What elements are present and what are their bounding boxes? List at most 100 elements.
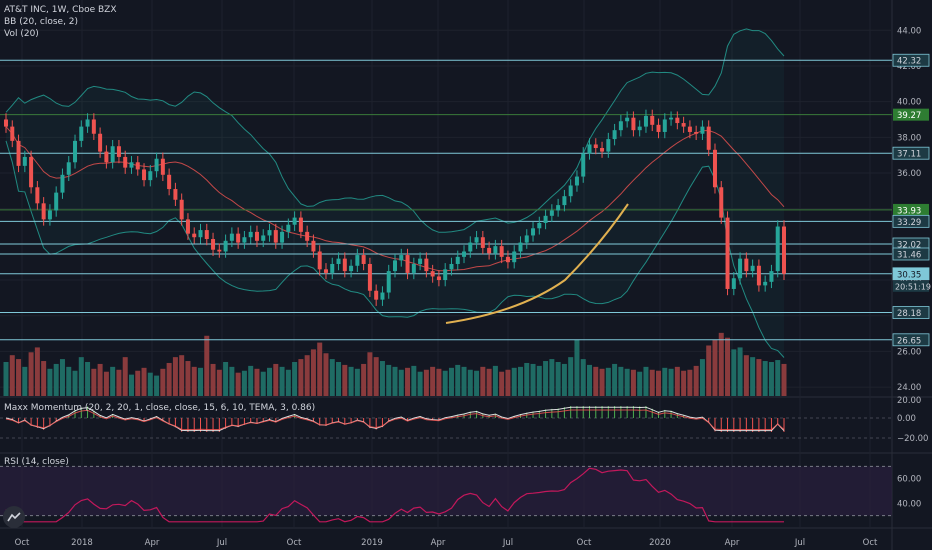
time-tick-label: 2020 bbox=[649, 538, 671, 548]
candle-body bbox=[223, 240, 228, 252]
volume-bar bbox=[179, 355, 185, 396]
level-price-tag bbox=[893, 203, 929, 216]
candle-body bbox=[537, 222, 542, 229]
candle-body bbox=[267, 230, 272, 236]
volume-bar bbox=[756, 359, 762, 396]
candle-body bbox=[618, 121, 623, 131]
time-tick-label: Oct bbox=[863, 538, 878, 548]
candle-body bbox=[167, 174, 172, 190]
volume-bar bbox=[9, 355, 15, 396]
volume-bar bbox=[480, 366, 486, 396]
momentum-signal-line bbox=[5, 409, 785, 430]
candle-body bbox=[185, 219, 190, 234]
time-tick-label: Jul bbox=[216, 538, 227, 548]
candle-body bbox=[336, 258, 341, 264]
candle-body bbox=[593, 144, 598, 149]
candle-body bbox=[474, 237, 479, 243]
volume-bar bbox=[154, 375, 160, 396]
volume-bar bbox=[474, 370, 480, 396]
volume-bar bbox=[750, 357, 756, 396]
candle-body bbox=[725, 217, 730, 289]
level-price-tag-label: 39.27 bbox=[897, 111, 921, 121]
volume-bar bbox=[681, 370, 687, 396]
candle-body bbox=[349, 265, 354, 272]
volume-bar bbox=[292, 362, 298, 396]
time-tick-label: Apr bbox=[431, 538, 446, 548]
volume-bar bbox=[310, 349, 316, 396]
volume-bar bbox=[599, 368, 605, 396]
candle-body bbox=[160, 158, 165, 175]
candle-body bbox=[562, 196, 567, 206]
volume-bar bbox=[361, 363, 367, 396]
volume-bar bbox=[624, 368, 630, 396]
candle-body bbox=[98, 133, 103, 152]
level-price-tag bbox=[892, 146, 930, 160]
symbol-legend[interactable]: AT&T INC, 1W, Cboe BZX bbox=[4, 5, 117, 15]
level-price-tag-label: 26.65 bbox=[897, 336, 921, 346]
volume-bar bbox=[172, 357, 178, 396]
candle-body bbox=[85, 119, 90, 127]
candle-body bbox=[330, 263, 335, 273]
volume-bar bbox=[72, 370, 78, 396]
candle-body bbox=[738, 258, 743, 279]
volume-bar bbox=[78, 357, 84, 396]
volume-bar bbox=[706, 345, 712, 396]
momentum-legend[interactable]: Maxx Momentum (20, 2, 20, 1, close, clos… bbox=[4, 403, 316, 413]
candle-body bbox=[606, 139, 611, 152]
candle-body bbox=[47, 210, 52, 220]
candle-body bbox=[135, 162, 140, 170]
candle-body bbox=[650, 115, 655, 125]
volume-bar bbox=[530, 363, 536, 396]
candle-body bbox=[198, 230, 203, 238]
candle-body bbox=[248, 231, 253, 238]
time-tick-label: Jul bbox=[502, 538, 513, 548]
momentum-line bbox=[5, 406, 785, 432]
level-price-tag bbox=[892, 247, 930, 261]
candle-body bbox=[731, 278, 736, 289]
volume-bar bbox=[712, 339, 718, 396]
vol-legend[interactable]: Vol (20) bbox=[4, 29, 39, 39]
volume-bar bbox=[241, 370, 247, 396]
volume-bar bbox=[392, 366, 398, 396]
level-price-tag-label: 31.46 bbox=[897, 250, 921, 260]
volume-bar bbox=[499, 371, 505, 396]
volume-bar bbox=[348, 366, 354, 396]
time-tick-label: Apr bbox=[725, 538, 740, 548]
candle-body bbox=[91, 119, 96, 134]
candle-body bbox=[744, 258, 749, 272]
candle-body bbox=[142, 169, 147, 181]
price-tick-label: 36.00 bbox=[897, 169, 921, 179]
volume-bar bbox=[103, 371, 109, 396]
volume-bar bbox=[637, 371, 643, 396]
momentum-tick-label: 0.00 bbox=[897, 414, 916, 424]
time-tick-label: Apr bbox=[145, 538, 160, 548]
candle-body bbox=[361, 255, 366, 264]
candle-body bbox=[386, 271, 391, 293]
candle-body bbox=[60, 174, 65, 193]
time-axis: Oct 2018 Apr Jul Oct 2019 Apr Jul Oct 2020 Apr Jul O… bbox=[15, 538, 878, 548]
volume-bar bbox=[568, 357, 574, 396]
candle-body bbox=[123, 156, 128, 168]
price-tick-label: 38.00 bbox=[897, 133, 921, 143]
volume-bar bbox=[405, 367, 411, 396]
volume-bar bbox=[743, 355, 749, 396]
candle-body bbox=[229, 233, 234, 241]
candle-body bbox=[110, 146, 115, 163]
rsi-legend[interactable]: RSI (14, close) bbox=[4, 457, 69, 467]
level-price-tag bbox=[892, 214, 930, 228]
chart-legend: AT&T INC, 1W, Cboe BZX BB (20, close, 2)… bbox=[4, 4, 116, 40]
volume-bar bbox=[643, 366, 649, 396]
volume-bar bbox=[135, 370, 141, 396]
level-price-tag bbox=[892, 333, 930, 347]
volume-bar bbox=[47, 368, 53, 396]
volume-bar bbox=[166, 362, 172, 396]
tradingview-logo-icon[interactable] bbox=[3, 506, 25, 528]
momentum-tick-label: 20.00 bbox=[897, 396, 921, 406]
candle-body bbox=[750, 265, 755, 272]
bb-legend[interactable]: BB (20, close, 2) bbox=[4, 17, 79, 27]
rsi-tick-label: 60.00 bbox=[897, 475, 921, 485]
volume-bar bbox=[298, 359, 304, 396]
volume-bar bbox=[398, 369, 404, 396]
